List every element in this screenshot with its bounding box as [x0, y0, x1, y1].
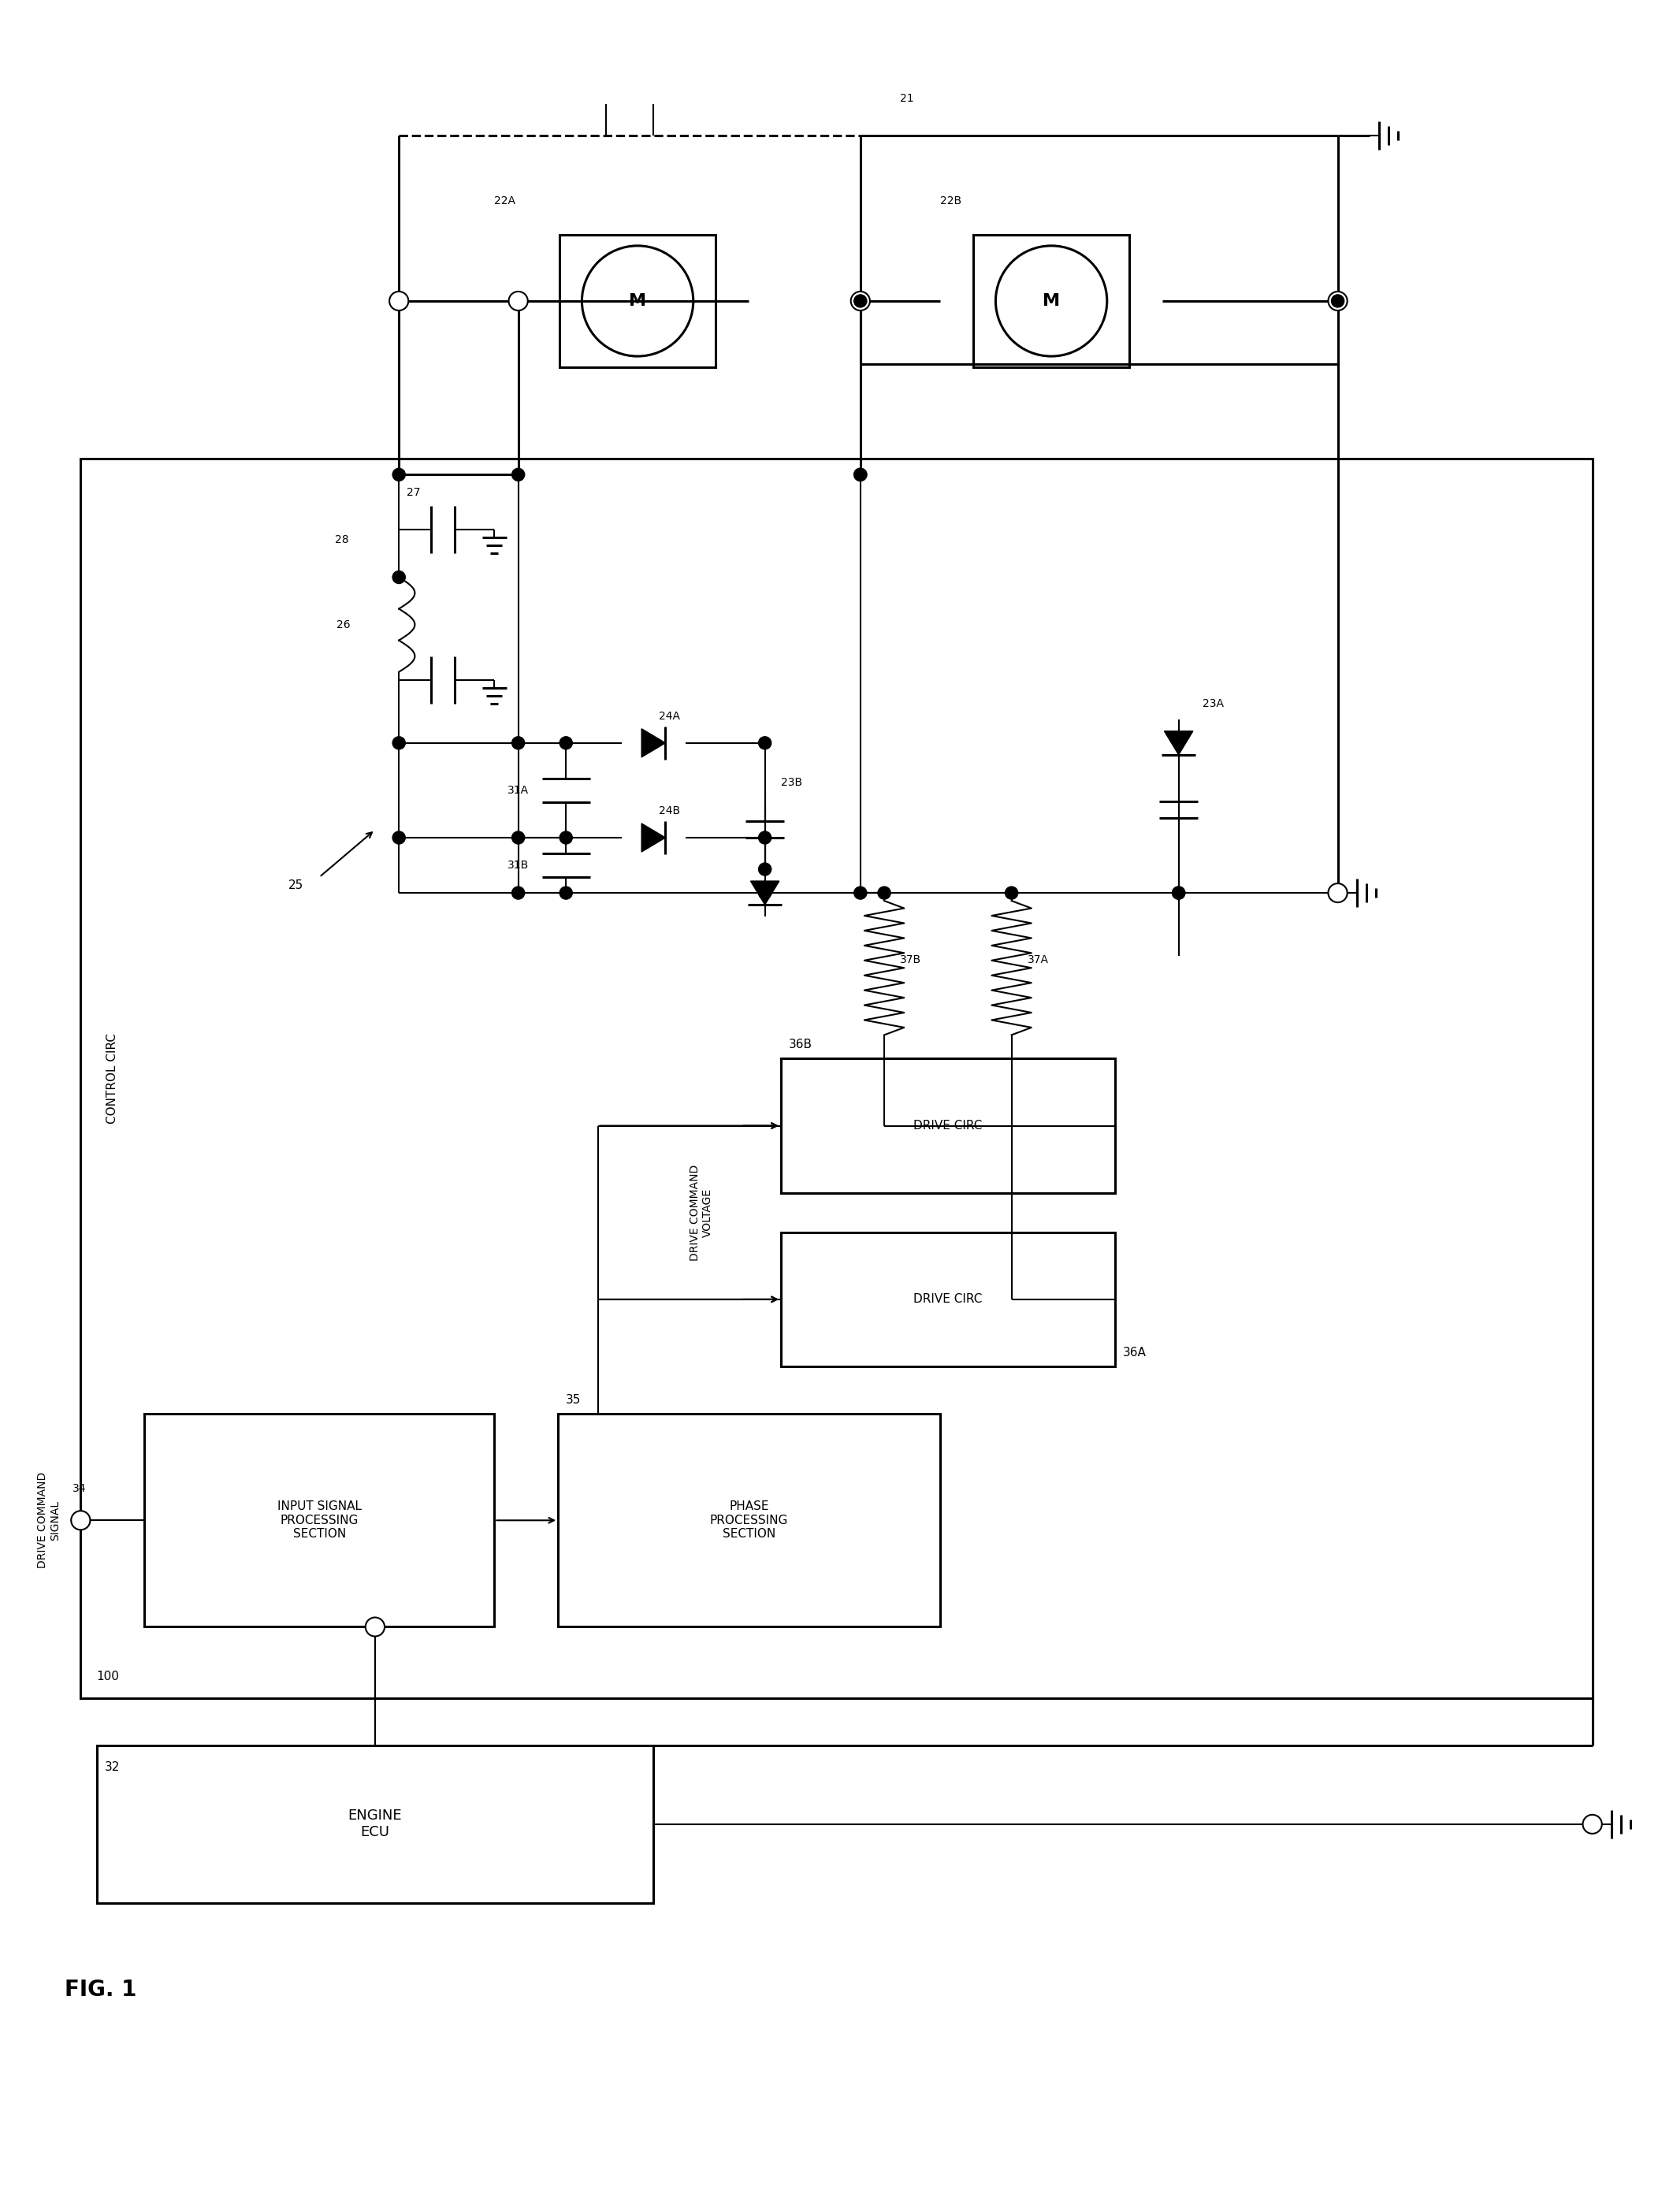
- Text: 27: 27: [407, 487, 420, 498]
- Circle shape: [512, 469, 525, 480]
- Circle shape: [878, 887, 890, 900]
- Text: 31A: 31A: [507, 785, 529, 796]
- Text: 22B: 22B: [940, 195, 962, 206]
- Circle shape: [393, 832, 405, 845]
- Text: FIG. 1: FIG. 1: [65, 1980, 137, 2002]
- Circle shape: [758, 832, 771, 845]
- Text: 100: 100: [97, 1670, 119, 1681]
- Text: DRIVE CIRC: DRIVE CIRC: [913, 1119, 982, 1133]
- Polygon shape: [1164, 732, 1193, 754]
- Text: 35: 35: [565, 1394, 581, 1407]
- Text: M: M: [1042, 294, 1061, 310]
- Circle shape: [509, 292, 527, 310]
- Text: DRIVE CIRC: DRIVE CIRC: [913, 1294, 982, 1305]
- Circle shape: [1173, 887, 1184, 900]
- Polygon shape: [751, 880, 780, 905]
- Text: PHASE
PROCESSING
SECTION: PHASE PROCESSING SECTION: [709, 1500, 788, 1540]
- Text: 37B: 37B: [900, 956, 922, 964]
- Text: 28: 28: [335, 535, 350, 546]
- Circle shape: [1173, 887, 1184, 900]
- Bar: [559, 1413, 940, 1626]
- Circle shape: [1005, 887, 1017, 900]
- Circle shape: [72, 1511, 90, 1531]
- Circle shape: [512, 737, 525, 750]
- Circle shape: [758, 737, 771, 750]
- Circle shape: [758, 887, 771, 900]
- Text: 37A: 37A: [1027, 956, 1049, 964]
- Text: INPUT SIGNAL
PROCESSING
SECTION: INPUT SIGNAL PROCESSING SECTION: [278, 1500, 361, 1540]
- Text: 36B: 36B: [788, 1040, 813, 1051]
- Bar: [80, 458, 1593, 1699]
- Text: 24B: 24B: [659, 805, 681, 816]
- Circle shape: [365, 1617, 385, 1637]
- Circle shape: [512, 832, 525, 845]
- Circle shape: [560, 832, 572, 845]
- Text: 21: 21: [900, 93, 913, 104]
- Circle shape: [853, 887, 867, 900]
- Bar: [144, 1413, 495, 1626]
- Circle shape: [1328, 292, 1347, 310]
- Polygon shape: [641, 823, 666, 852]
- Circle shape: [560, 887, 572, 900]
- Circle shape: [393, 571, 405, 584]
- Circle shape: [1332, 294, 1343, 307]
- Circle shape: [1328, 883, 1347, 902]
- Circle shape: [853, 294, 867, 307]
- Circle shape: [390, 292, 408, 310]
- Bar: [97, 1745, 654, 1902]
- Bar: [560, 234, 716, 367]
- Circle shape: [758, 863, 771, 876]
- Text: DRIVE COMMAND
VOLTAGE: DRIVE COMMAND VOLTAGE: [689, 1164, 713, 1261]
- Circle shape: [852, 292, 870, 310]
- Text: 34: 34: [72, 1484, 87, 1495]
- Text: ENGINE
ECU: ENGINE ECU: [348, 1809, 402, 1840]
- Circle shape: [393, 294, 405, 307]
- Text: 23B: 23B: [781, 776, 801, 787]
- Text: DRIVE COMMAND
SIGNAL: DRIVE COMMAND SIGNAL: [37, 1473, 60, 1568]
- Text: 32: 32: [104, 1761, 120, 1772]
- Circle shape: [560, 737, 572, 750]
- Circle shape: [853, 469, 867, 480]
- Text: 22A: 22A: [495, 195, 515, 206]
- Circle shape: [512, 887, 525, 900]
- Text: 36A: 36A: [1123, 1347, 1146, 1358]
- Bar: [781, 1060, 1114, 1192]
- Circle shape: [393, 469, 405, 480]
- Circle shape: [853, 469, 867, 480]
- Text: CONTROL CIRC: CONTROL CIRC: [107, 1033, 119, 1124]
- Text: 31B: 31B: [507, 860, 529, 872]
- Circle shape: [1583, 1814, 1601, 1834]
- Text: M: M: [629, 294, 646, 310]
- Text: 25: 25: [288, 878, 303, 891]
- Circle shape: [393, 737, 405, 750]
- Bar: [974, 234, 1129, 367]
- Text: 26: 26: [336, 619, 350, 630]
- Text: 23A: 23A: [1203, 699, 1223, 710]
- Polygon shape: [641, 728, 666, 757]
- Bar: [781, 1232, 1114, 1367]
- Text: 24A: 24A: [659, 710, 679, 721]
